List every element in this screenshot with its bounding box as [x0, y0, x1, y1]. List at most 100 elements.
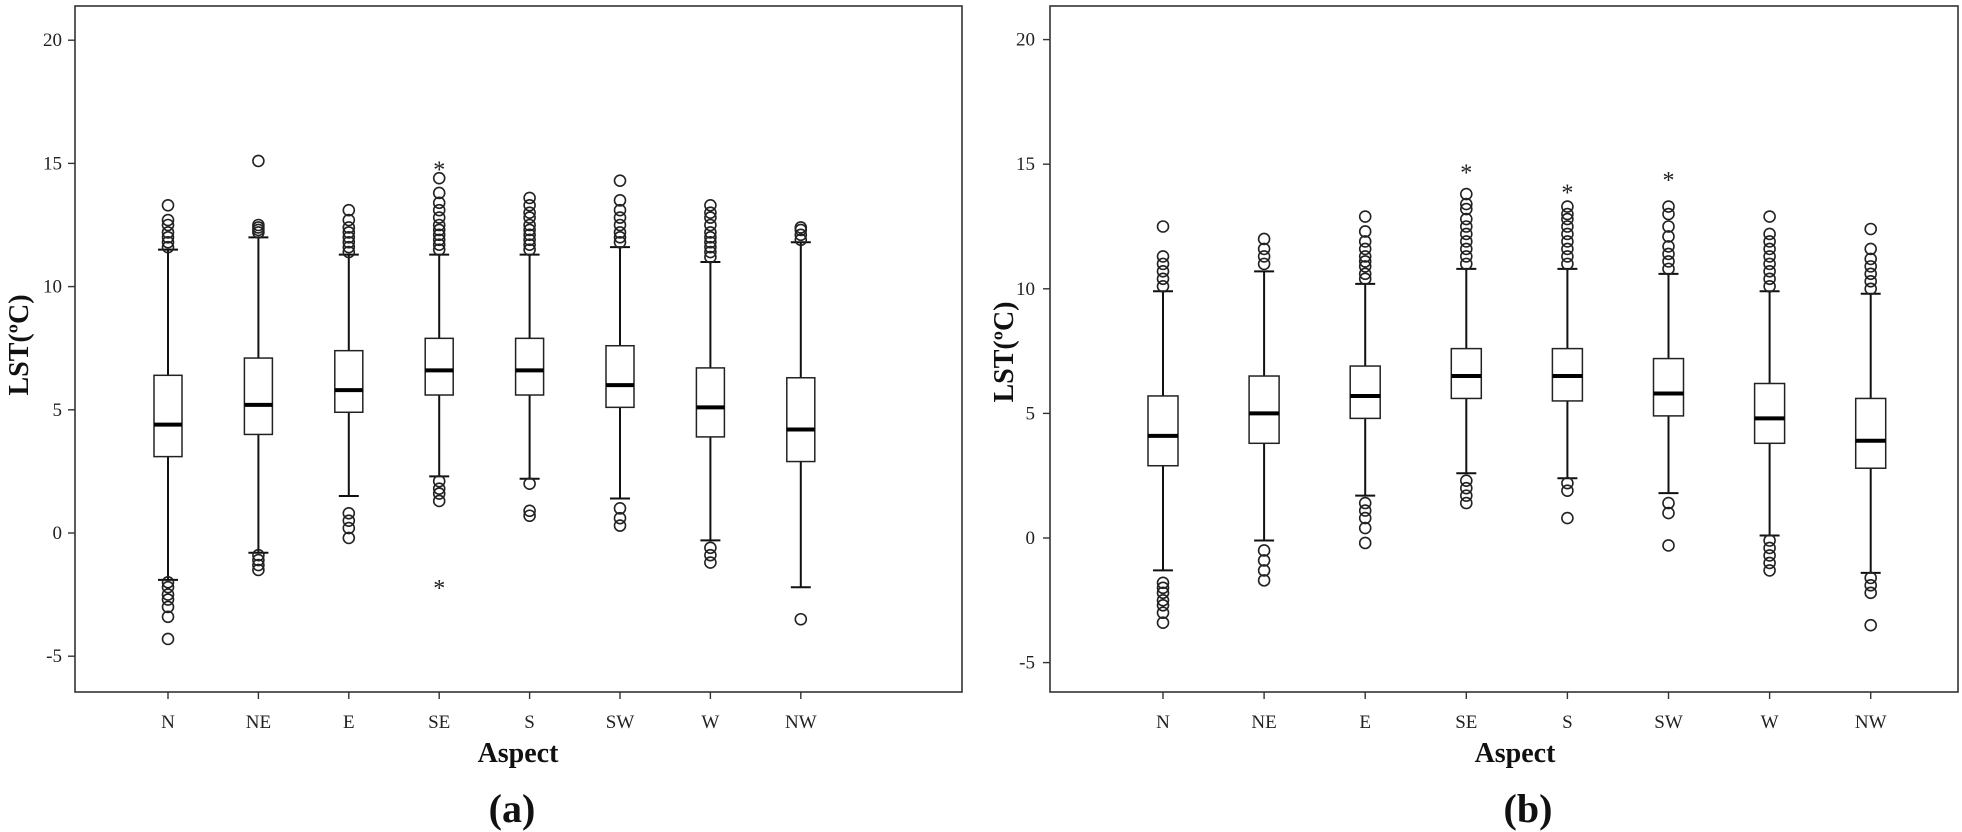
outlier-point	[523, 211, 536, 224]
outlier-point	[1257, 554, 1271, 567]
outlier-point	[1358, 504, 1372, 517]
outlier-point	[1561, 227, 1574, 241]
outlier-point	[1156, 250, 1170, 263]
x-tick-label: NE	[1251, 712, 1276, 733]
outlier-point	[432, 243, 446, 256]
outlier-point	[161, 600, 175, 614]
outlier-point	[1257, 257, 1271, 271]
outlier-point	[1358, 272, 1372, 286]
x-tick-label: SW	[606, 712, 635, 733]
box-sw: SW	[605, 174, 635, 733]
outlier-point	[161, 218, 175, 232]
outlier-point	[1864, 267, 1877, 281]
outlier-point	[1358, 255, 1372, 268]
x-tick-label: NW	[785, 712, 817, 733]
outlier-point	[523, 191, 536, 205]
panel-label: (a)	[489, 786, 536, 831]
y-axis-title: LST(ºC)	[989, 301, 1020, 402]
outlier-point	[161, 198, 175, 212]
outlier-point	[1156, 576, 1170, 590]
outlier-point	[161, 632, 175, 646]
x-tick-label: N	[1156, 712, 1170, 733]
outlier-point	[1358, 225, 1372, 238]
outlier-point	[1662, 506, 1675, 520]
outlier-point	[704, 211, 717, 224]
outlier-point	[1662, 240, 1675, 253]
outlier-point	[1561, 212, 1574, 226]
box-se: SE * *	[424, 157, 454, 733]
outlier-point	[1561, 476, 1574, 490]
outlier-point	[613, 519, 627, 532]
outlier-point	[794, 233, 808, 247]
outlier-point	[1460, 250, 1473, 263]
outlier-point	[432, 482, 446, 495]
outlier-point	[1662, 230, 1675, 243]
outlier-point	[1864, 586, 1877, 600]
outlier-point	[613, 226, 627, 239]
outlier-point	[523, 233, 536, 247]
outlier-point	[432, 228, 446, 242]
x-axis-title: Aspect	[1475, 738, 1557, 769]
outlier-point	[1358, 496, 1372, 510]
outlier-point	[1864, 252, 1877, 266]
outlier-point	[161, 240, 175, 254]
outlier-point	[1662, 496, 1675, 510]
outlier-point	[704, 245, 717, 259]
outlier-point	[1358, 521, 1372, 535]
outlier-point	[523, 206, 536, 219]
y-tick-label: -5	[46, 646, 62, 667]
outlier-point	[1864, 579, 1877, 592]
x-tick-label: S	[1562, 712, 1573, 733]
iqr-box	[1450, 347, 1483, 400]
x-axis-title: Aspect	[478, 738, 560, 769]
outlier-point	[704, 556, 717, 569]
iqr-box	[1753, 382, 1786, 445]
outlier-point	[1460, 496, 1473, 510]
outlier-point	[1460, 474, 1473, 487]
box-s: S	[514, 191, 545, 733]
outlier-point	[161, 580, 175, 594]
outlier-point	[523, 198, 536, 212]
chart-panel-a: -5 0 5 10 15 20 LST(ºC) Aspect (a) N NE E SE * * S SW W NW	[4, 5, 963, 831]
outlier-point	[1460, 187, 1473, 201]
box-w: W	[695, 198, 726, 733]
outlier-point	[613, 502, 627, 515]
outlier-point	[252, 563, 265, 577]
outlier-point	[1460, 489, 1473, 502]
outlier-point	[1763, 541, 1776, 555]
iqr-box	[1349, 365, 1381, 420]
outlier-point	[252, 218, 265, 232]
outlier-point	[523, 223, 536, 237]
outlier-point	[1358, 511, 1372, 525]
iqr-box	[1248, 375, 1280, 445]
y-axis-title: LST(ºC)	[4, 294, 35, 395]
y-tick-label: 5	[53, 400, 63, 421]
outlier-point	[1358, 210, 1372, 223]
outlier-point	[1156, 280, 1170, 293]
plot-frame	[74, 5, 963, 693]
iqr-box	[334, 349, 364, 414]
outlier-point	[342, 203, 356, 217]
outlier-point	[342, 245, 356, 259]
outlier-point	[704, 240, 717, 254]
outlier-point	[252, 558, 265, 572]
outlier-point	[1460, 202, 1473, 216]
x-tick-label: NW	[1855, 712, 1887, 733]
extreme-point: *	[1561, 181, 1573, 207]
outlier-point	[252, 154, 265, 168]
outlier-point	[1763, 210, 1776, 223]
outlier-point	[1156, 593, 1170, 607]
outlier-point	[1662, 247, 1675, 261]
outlier-point	[704, 231, 717, 244]
y-tick-label: 15	[1016, 154, 1035, 175]
outlier-point	[613, 235, 627, 249]
outlier-point	[1662, 220, 1675, 233]
outlier-point	[1358, 242, 1372, 256]
box-w: W	[1753, 210, 1786, 733]
outlier-point	[1763, 272, 1776, 286]
outlier-point	[1763, 250, 1776, 263]
iqr-box	[605, 344, 635, 409]
x-tick-label: N	[161, 712, 175, 733]
outlier-point	[1156, 616, 1170, 630]
